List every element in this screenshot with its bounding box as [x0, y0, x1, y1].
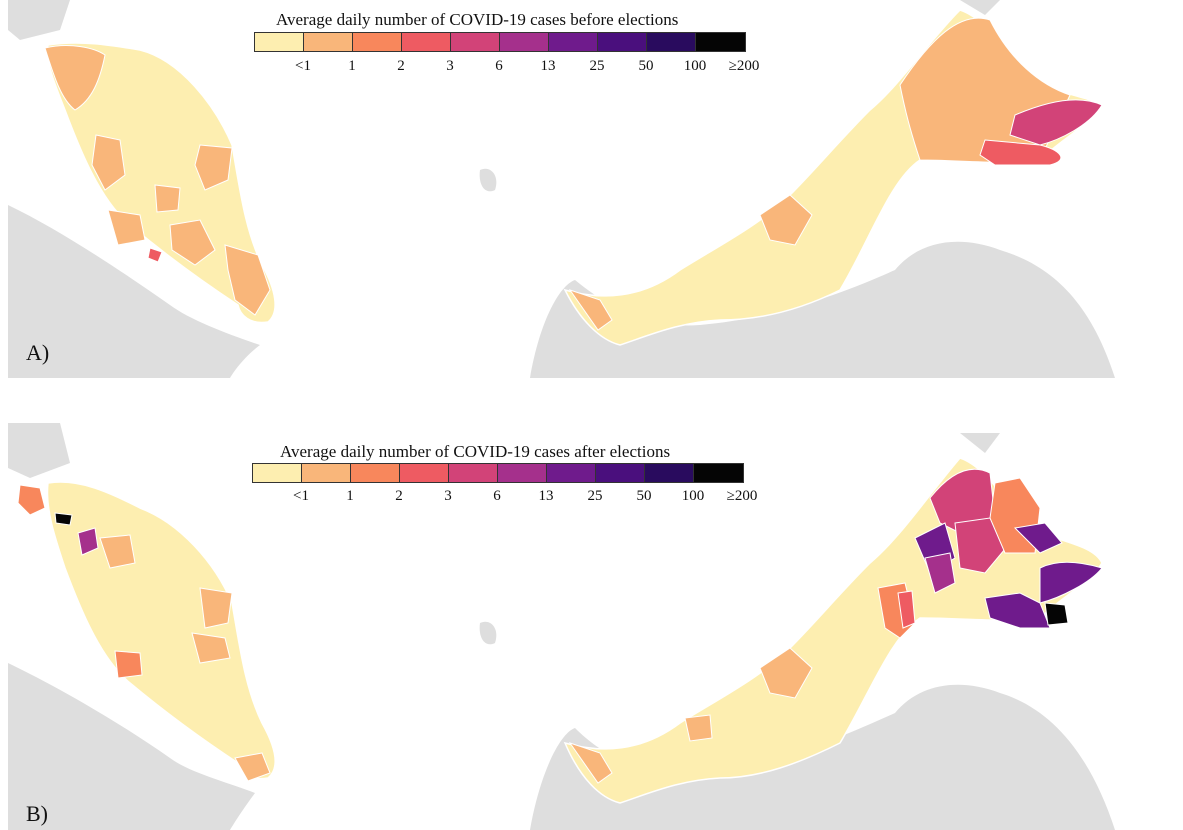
- legend-tick: 3: [444, 488, 452, 504]
- legend-title-a: Average daily number of COVID-19 cases b…: [276, 10, 679, 29]
- peninsular-malaysia-a: [44, 42, 276, 324]
- legend-tick: 50: [638, 58, 654, 74]
- legend-colorbar-a: [254, 32, 746, 52]
- legend-swatch-50: [598, 33, 647, 51]
- legend-tick: 25: [587, 488, 603, 504]
- legend-swatch-1: [302, 464, 351, 482]
- legend-swatch-lt1: [253, 464, 302, 482]
- legend-tick: 50: [636, 488, 652, 504]
- legend-swatch-ge200: [696, 33, 745, 51]
- borneo-malaysia-b: [563, 457, 1103, 804]
- legend-swatch-25: [547, 464, 596, 482]
- legend-tick: ≥200: [728, 58, 760, 74]
- legend-tick: 13: [538, 488, 554, 504]
- legend-swatch-1: [304, 33, 353, 51]
- legend-swatch-6: [451, 33, 500, 51]
- legend-swatch-ge200: [694, 464, 743, 482]
- legend-swatch-2: [351, 464, 400, 482]
- legend-swatch-25: [549, 33, 598, 51]
- legend-tick: 6: [493, 488, 501, 504]
- legend-swatch-2: [353, 33, 402, 51]
- legend-tick: 25: [589, 58, 605, 74]
- legend-swatch-lt1: [255, 33, 304, 51]
- legend-swatch-13: [500, 33, 549, 51]
- map-a: [8, 0, 1115, 378]
- legend-tick: 3: [446, 58, 454, 74]
- legend-tick: 1: [348, 58, 356, 74]
- legend-colorbar-b: [252, 463, 744, 483]
- borneo-malaysia-a: [563, 9, 1104, 346]
- legend-swatch-3: [402, 33, 451, 51]
- background-land-b: [8, 423, 1115, 830]
- legend-tick: ≥200: [726, 488, 758, 504]
- map-b: [8, 423, 1115, 830]
- legend-title-b: Average daily number of COVID-19 cases a…: [280, 442, 671, 461]
- legend-swatch-13: [498, 464, 547, 482]
- legend-swatch-100: [647, 33, 696, 51]
- legend-tick: 100: [681, 488, 705, 504]
- legend-b: Average daily number of COVID-19 cases a…: [252, 442, 762, 512]
- peninsular-malaysia-b: [17, 481, 276, 782]
- legend-tick: 6: [495, 58, 503, 74]
- legend-swatch-100: [645, 464, 694, 482]
- legend-a: Average daily number of COVID-19 cases b…: [254, 10, 764, 80]
- legend-tick: <1: [293, 488, 309, 504]
- legend-tick: <1: [295, 58, 311, 74]
- panel-a-before-elections: Average daily number of COVID-19 cases b…: [0, 0, 1183, 378]
- legend-tick: 100: [683, 58, 707, 74]
- legend-swatch-6: [449, 464, 498, 482]
- panel-label-a: A): [26, 340, 50, 365]
- legend-tick: 2: [397, 58, 405, 74]
- panel-b-after-elections: Average daily number of COVID-19 cases a…: [0, 423, 1183, 830]
- legend-swatch-50: [596, 464, 645, 482]
- legend-tick: 1: [346, 488, 354, 504]
- panel-label-b: B): [26, 801, 48, 826]
- legend-swatch-3: [400, 464, 449, 482]
- legend-tick: 2: [395, 488, 403, 504]
- legend-tick: 13: [540, 58, 556, 74]
